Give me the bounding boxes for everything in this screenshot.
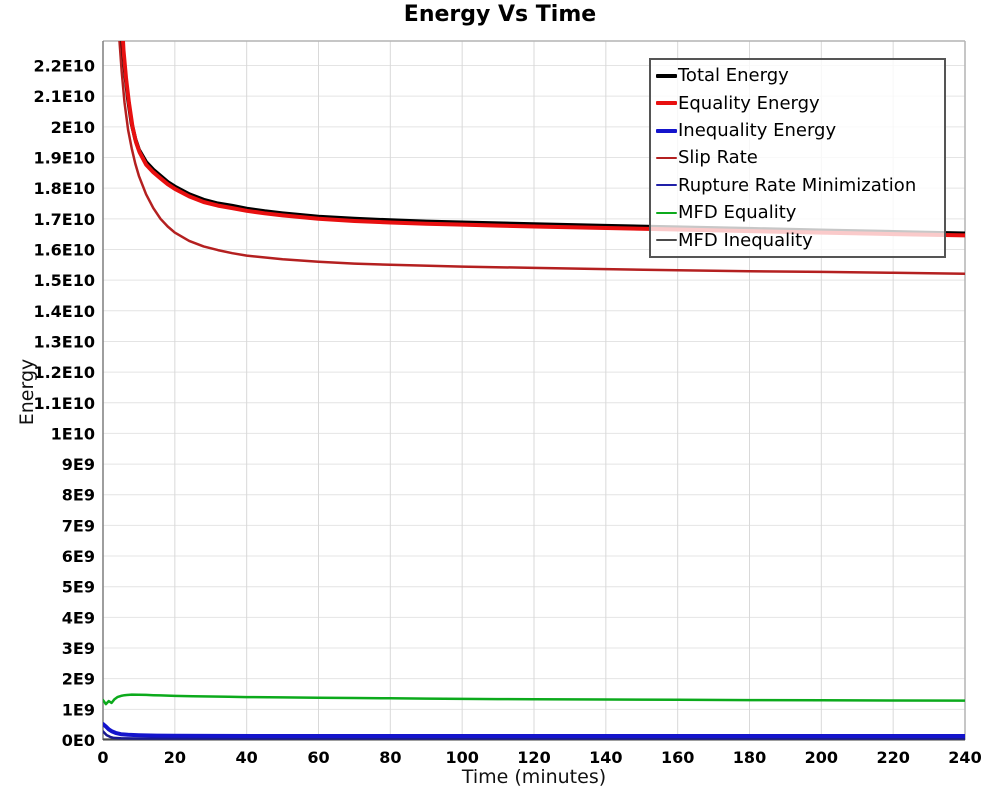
x-tick-label: 60: [307, 748, 329, 767]
x-tick-label: 80: [379, 748, 401, 767]
legend-item-equality-energy: Equality Energy: [656, 93, 939, 114]
legend-label: MFD Inequality: [678, 229, 813, 251]
legend-swatch-inequality-energy: [656, 128, 677, 133]
x-tick-label: 120: [517, 748, 550, 767]
x-tick-label: 140: [589, 748, 622, 767]
legend-item-mfd-equality: MFD Equality: [656, 202, 939, 223]
y-tick-label: 3E9: [62, 639, 95, 658]
legend-label: Total Energy: [678, 65, 789, 87]
legend-label: Slip Rate: [678, 147, 758, 169]
y-tick-label: 1.4E10: [33, 302, 95, 321]
legend-swatch-mfd-equality: [656, 211, 677, 214]
y-tick-label: 7E9: [62, 516, 95, 535]
legend-item-mfd-inequality: MFD Inequality: [656, 230, 939, 251]
legend-label: MFD Equality: [678, 202, 797, 224]
y-tick-label: 2E9: [62, 670, 95, 689]
legend: Total Energy Equality Energy Inequality En…: [649, 58, 946, 258]
chart-title: Energy Vs Time: [403, 2, 597, 27]
y-tick-label: 1.7E10: [33, 210, 95, 229]
series-line-mfd-equality: [103, 693, 965, 706]
y-tick-label: 1E10: [51, 424, 95, 443]
y-tick-label: 1.9E10: [33, 149, 95, 168]
legend-item-rupture-rate-minimization: Rupture Rate Minimization: [656, 175, 939, 196]
y-tick-label: 1.5E10: [33, 271, 95, 290]
y-axis-title: Energy: [16, 358, 38, 426]
y-tick-label: 5E9: [62, 578, 95, 597]
x-tick-label: 40: [236, 748, 258, 767]
y-tick-label: 0E0: [62, 731, 95, 750]
y-tick-label: 1.2E10: [33, 363, 95, 382]
legend-label: Inequality Energy: [678, 120, 837, 142]
legend-swatch-equality-energy: [656, 101, 677, 106]
y-tick-label: 1E9: [62, 700, 95, 719]
series-line-rupture-rate-minimization: [103, 730, 965, 740]
legend-swatch-slip-rate: [656, 156, 677, 159]
legend-swatch-rupture-rate-minimization: [656, 184, 677, 187]
y-tick-label: 4E9: [62, 608, 95, 627]
x-tick-label: 220: [876, 748, 909, 767]
y-tick-label: 6E9: [62, 547, 95, 566]
y-tick-label: 1.8E10: [33, 179, 95, 198]
x-tick-label: 0: [97, 748, 108, 767]
series-line-equality-energy: [121, 41, 965, 238]
x-tick-label: 160: [661, 748, 694, 767]
y-tick-label: 9E9: [62, 455, 95, 474]
legend-item-inequality-energy: Inequality Energy: [656, 120, 939, 141]
y-tick-label: 2.1E10: [33, 87, 95, 106]
series-line-slip-rate: [118, 41, 965, 275]
series-line-inequality-energy: [103, 722, 965, 738]
y-tick-label: 1.1E10: [33, 394, 95, 413]
legend-item-slip-rate: Slip Rate: [656, 147, 939, 168]
x-tick-label: 20: [164, 748, 186, 767]
legend-swatch-mfd-inequality: [656, 239, 677, 242]
x-tick-label: 240: [948, 748, 981, 767]
legend-label: Rupture Rate Minimization: [678, 174, 917, 196]
x-axis-title: Time (minutes): [461, 766, 607, 788]
y-tick-label: 2E10: [51, 118, 95, 137]
legend-swatch-total-energy: [656, 73, 677, 78]
x-tick-label: 100: [445, 748, 478, 767]
x-tick-label: 180: [733, 748, 766, 767]
legend-label: Equality Energy: [678, 92, 820, 114]
y-tick-label: 8E9: [62, 486, 95, 505]
y-tick-label: 2.2E10: [33, 57, 95, 76]
legend-item-total-energy: Total Energy: [656, 65, 939, 86]
x-tick-label: 200: [805, 748, 838, 767]
y-tick-label: 1.3E10: [33, 332, 95, 351]
y-tick-label: 1.6E10: [33, 240, 95, 259]
